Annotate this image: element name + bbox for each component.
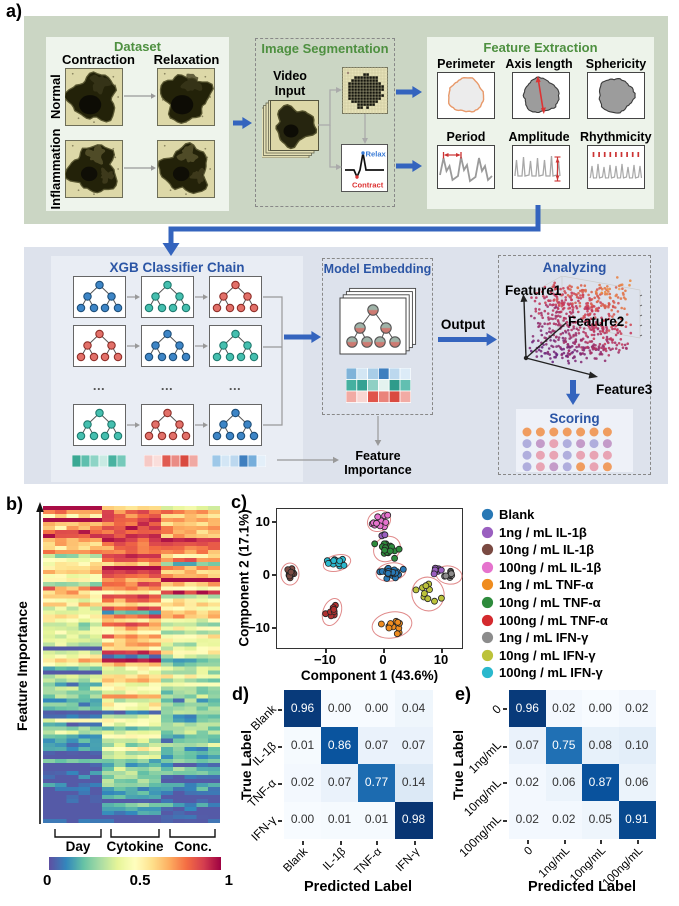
svg-text:Contract: Contract <box>352 181 384 190</box>
svg-text:Relax: Relax <box>366 150 387 159</box>
